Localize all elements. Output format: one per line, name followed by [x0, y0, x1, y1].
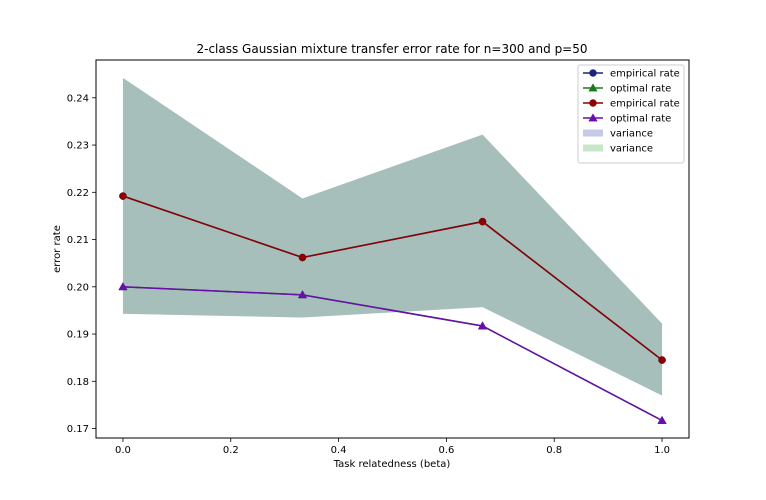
chart-title: 2-class Gaussian mixture transfer error … [196, 42, 587, 56]
x-axis-ticks: 0.0 0.2 0.4 0.6 0.8 1.0 [115, 438, 670, 456]
legend-label: variance [610, 129, 653, 140]
series-3-point [658, 356, 666, 364]
plot-frame [95, 59, 690, 439]
y-tick-label: 0.20 [67, 282, 89, 293]
legend-swatch-patch [583, 144, 603, 152]
x-tick-label: 0.6 [438, 445, 454, 456]
legend-box [577, 64, 685, 164]
series-3-point [119, 192, 127, 200]
series-line-4 [122, 286, 663, 422]
x-axis-title: Task relatedness (beta) [333, 459, 451, 470]
series-4-point [477, 321, 488, 330]
series-line-3 [122, 195, 663, 361]
legend-swatch-marker [589, 69, 597, 77]
y-tick-label: 0.22 [67, 188, 89, 199]
variance-bands [122, 77, 663, 396]
legend-label: empirical rate [610, 69, 680, 80]
legend-label: empirical rate [610, 99, 680, 110]
series-4-point [297, 290, 308, 299]
y-tick-label: 0.21 [67, 235, 89, 246]
x-tick-label: 1.0 [654, 445, 670, 456]
x-tick-label: 0.8 [546, 445, 562, 456]
y-axis-title: error rate [52, 225, 63, 273]
variance-band-1 [122, 77, 663, 396]
y-tick-label: 0.17 [67, 424, 89, 435]
x-tick-label: 0.2 [223, 445, 239, 456]
series-lines [122, 195, 663, 422]
x-tick-label: 0.4 [331, 445, 347, 456]
legend-swatch-marker [589, 99, 597, 107]
legend-label: optimal rate [610, 84, 671, 95]
series-4-point [657, 415, 667, 424]
y-tick-label: 0.18 [67, 377, 89, 388]
legend-label: optimal rate [610, 114, 671, 125]
legend-swatch-marker [588, 113, 598, 122]
series-3-point [478, 217, 487, 226]
y-axis-ticks: 0.17 0.18 0.19 0.20 0.21 0.22 0.23 0.24 [67, 93, 96, 435]
y-tick-label: 0.19 [67, 330, 89, 341]
x-tick-label: 0.0 [115, 445, 131, 456]
y-tick-label: 0.24 [67, 93, 89, 104]
variance-band-2 [122, 77, 663, 396]
legend-swatch-marker [588, 83, 598, 92]
legend-swatch-patch [583, 129, 603, 137]
series-markers [118, 192, 667, 424]
y-tick-label: 0.23 [67, 141, 89, 152]
legend: empirical rate optimal rate empirical rate… [577, 64, 685, 164]
legend-label: variance [610, 144, 653, 155]
series-3-point [298, 253, 307, 262]
series-4-point [118, 282, 128, 291]
